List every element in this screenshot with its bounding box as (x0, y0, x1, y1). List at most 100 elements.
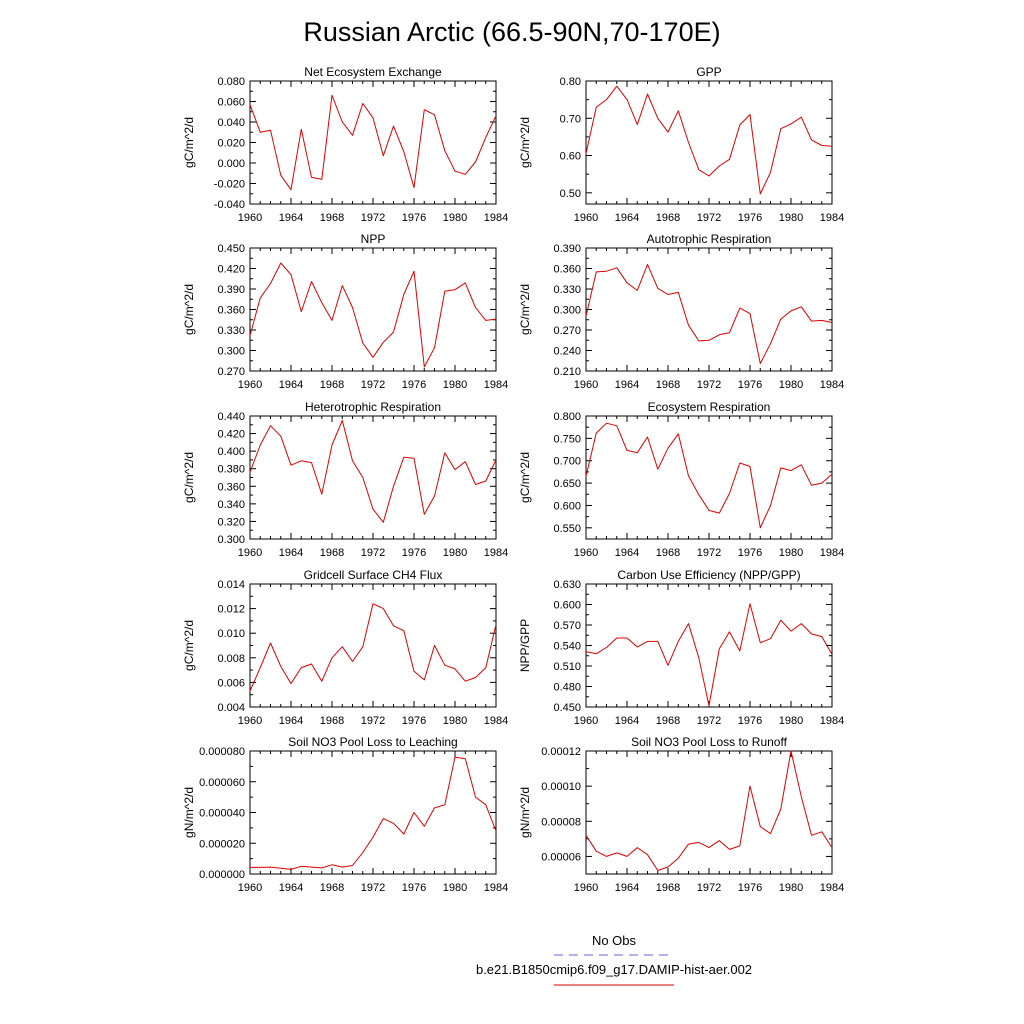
heterotrophic-respiration-x-tick-label: 1980 (443, 547, 467, 559)
soil-no3-pool-loss-to-leaching-y-axis-label: gN/m^2/d (182, 787, 196, 838)
carbon-use-efficiency-npp-gpp-y-axis-label: NPP/GPP (518, 619, 532, 672)
net-ecosystem-exchange-x-tick-label: 1972 (361, 212, 385, 224)
npp-x-tick-label: 1960 (238, 379, 262, 391)
autotrophic-respiration-x-tick-label: 1984 (820, 379, 844, 391)
carbon-use-efficiency-npp-gpp-x-tick-label: 1976 (738, 715, 762, 727)
soil-no3-pool-loss-to-leaching-x-tick-label: 1968 (320, 882, 344, 894)
carbon-use-efficiency-npp-gpp-y-tick-label: 0.450 (553, 702, 581, 714)
soil-no3-pool-loss-to-leaching-x-tick-label: 1972 (361, 882, 385, 894)
npp-y-tick-label: 0.390 (217, 284, 245, 296)
soil-no3-pool-loss-to-runoff-y-tick-label: 0.00006 (541, 851, 581, 863)
gridcell-surface-ch4-flux-x-tick-label: 1964 (279, 715, 303, 727)
ecosystem-respiration-y-tick-label: 0.750 (553, 433, 581, 445)
npp-y-tick-label: 0.450 (217, 243, 245, 255)
gridcell-surface-ch4-flux-x-tick-label: 1976 (402, 715, 426, 727)
heterotrophic-respiration-x-tick-label: 1964 (279, 547, 303, 559)
ecosystem-respiration-x-tick-label: 1980 (779, 547, 803, 559)
gridcell-surface-ch4-flux-plot-frame (249, 583, 497, 708)
soil-no3-pool-loss-to-leaching-y-tick-label: 0.000000 (199, 869, 245, 881)
gpp-y-tick-label: 0.80 (560, 76, 581, 88)
net-ecosystem-exchange-y-tick-label: 0.040 (217, 117, 245, 129)
gridcell-surface-ch4-flux-x-tick-label: 1984 (484, 715, 508, 727)
npp-x-tick-label: 1968 (320, 379, 344, 391)
autotrophic-respiration-y-tick-label: 0.300 (553, 305, 581, 317)
legend-label-model-run: b.e21.B1850cmip6.f09_g17.DAMIP-hist-aer.… (476, 962, 752, 977)
soil-no3-pool-loss-to-leaching-plot-frame (249, 750, 497, 875)
npp-title: NPP (361, 232, 386, 246)
soil-no3-pool-loss-to-runoff-y-tick-label: 0.00008 (541, 816, 581, 828)
soil-no3-pool-loss-to-runoff-y-tick-label: 0.00012 (541, 746, 581, 758)
soil-no3-pool-loss-to-runoff-x-tick-label: 1964 (615, 882, 639, 894)
gridcell-surface-ch4-flux-x-tick-label: 1972 (361, 715, 385, 727)
ecosystem-respiration-y-tick-label: 0.800 (553, 411, 581, 423)
soil-no3-pool-loss-to-leaching-title: Soil NO3 Pool Loss to Leaching (288, 735, 457, 749)
heterotrophic-respiration-y-tick-label: 0.400 (217, 446, 245, 458)
soil-no3-pool-loss-to-runoff-x-tick-label: 1984 (820, 882, 844, 894)
autotrophic-respiration-x-tick-label: 1964 (615, 379, 639, 391)
gpp-x-tick-label: 1960 (574, 212, 598, 224)
npp-y-tick-label: 0.360 (217, 305, 245, 317)
soil-no3-pool-loss-to-leaching-x-tick-label: 1960 (238, 882, 262, 894)
net-ecosystem-exchange-y-tick-label: 0.000 (217, 158, 245, 170)
soil-no3-pool-loss-to-leaching-y-tick-label: 0.000060 (199, 777, 245, 789)
npp-x-tick-label: 1976 (402, 379, 426, 391)
npp-x-tick-label: 1984 (484, 379, 508, 391)
gpp-y-tick-label: 0.60 (560, 151, 581, 163)
npp-y-tick-label: 0.300 (217, 346, 245, 358)
gpp-y-tick-label: 0.50 (560, 188, 581, 200)
ecosystem-respiration-x-tick-label: 1964 (615, 547, 639, 559)
gridcell-surface-ch4-flux-y-tick-label: 0.012 (217, 604, 245, 616)
gpp-series-line-0 (585, 85, 833, 195)
net-ecosystem-exchange-plot-frame (249, 80, 497, 205)
gridcell-surface-ch4-flux-y-tick-label: 0.010 (217, 628, 245, 640)
carbon-use-efficiency-npp-gpp-title: Carbon Use Efficiency (NPP/GPP) (617, 568, 800, 582)
panel-ecosystem-respiration: Ecosystem Respiration gC/m^2/d 1960 1964 196… (518, 400, 844, 559)
carbon-use-efficiency-npp-gpp-y-tick-label: 0.510 (553, 661, 581, 673)
autotrophic-respiration-y-tick-label: 0.360 (553, 264, 581, 276)
net-ecosystem-exchange-y-tick-label: 0.020 (217, 138, 245, 150)
net-ecosystem-exchange-x-tick-label: 1968 (320, 212, 344, 224)
npp-y-tick-label: 0.330 (217, 325, 245, 337)
heterotrophic-respiration-x-tick-label: 1960 (238, 547, 262, 559)
autotrophic-respiration-x-tick-label: 1960 (574, 379, 598, 391)
ecosystem-respiration-y-tick-label: 0.700 (553, 456, 581, 468)
gridcell-surface-ch4-flux-y-tick-label: 0.008 (217, 653, 245, 665)
heterotrophic-respiration-x-tick-label: 1968 (320, 547, 344, 559)
net-ecosystem-exchange-x-tick-label: 1964 (279, 212, 303, 224)
soil-no3-pool-loss-to-leaching-y-tick-label: 0.000020 (199, 838, 245, 850)
npp-y-tick-label: 0.270 (217, 366, 245, 378)
gridcell-surface-ch4-flux-y-axis-label: gC/m^2/d (182, 620, 196, 671)
carbon-use-efficiency-npp-gpp-x-tick-label: 1964 (615, 715, 639, 727)
soil-no3-pool-loss-to-runoff-title: Soil NO3 Pool Loss to Runoff (631, 735, 788, 749)
heterotrophic-respiration-x-tick-label: 1976 (402, 547, 426, 559)
heterotrophic-respiration-title: Heterotrophic Respiration (305, 400, 441, 414)
net-ecosystem-exchange-y-tick-label: -0.020 (214, 179, 245, 191)
net-ecosystem-exchange-y-tick-label: 0.080 (217, 76, 245, 88)
ecosystem-respiration-y-tick-label: 0.550 (553, 523, 581, 535)
ecosystem-respiration-y-axis-label: gC/m^2/d (518, 452, 532, 503)
soil-no3-pool-loss-to-leaching-x-tick-label: 1976 (402, 882, 426, 894)
heterotrophic-respiration-x-tick-label: 1972 (361, 547, 385, 559)
gridcell-surface-ch4-flux-x-tick-label: 1960 (238, 715, 262, 727)
autotrophic-respiration-x-tick-label: 1968 (656, 379, 680, 391)
autotrophic-respiration-x-tick-label: 1980 (779, 379, 803, 391)
panel-grid: Net Ecosystem Exchange gC/m^2/d 1960 1964 19… (182, 65, 844, 894)
heterotrophic-respiration-y-tick-label: 0.300 (217, 534, 245, 546)
soil-no3-pool-loss-to-runoff-series-line-0 (585, 750, 833, 871)
carbon-use-efficiency-npp-gpp-x-tick-label: 1960 (574, 715, 598, 727)
soil-no3-pool-loss-to-runoff-x-tick-label: 1980 (779, 882, 803, 894)
ecosystem-respiration-y-tick-label: 0.600 (553, 500, 581, 512)
heterotrophic-respiration-y-tick-label: 0.360 (217, 481, 245, 493)
gpp-x-tick-label: 1968 (656, 212, 680, 224)
net-ecosystem-exchange-x-tick-label: 1980 (443, 212, 467, 224)
autotrophic-respiration-y-tick-label: 0.390 (553, 243, 581, 255)
soil-no3-pool-loss-to-runoff-x-tick-label: 1968 (656, 882, 680, 894)
autotrophic-respiration-y-tick-label: 0.210 (553, 366, 581, 378)
carbon-use-efficiency-npp-gpp-y-tick-label: 0.600 (553, 600, 581, 612)
soil-no3-pool-loss-to-leaching-y-tick-label: 0.000080 (199, 746, 245, 758)
soil-no3-pool-loss-to-runoff-x-tick-label: 1972 (697, 882, 721, 894)
panel-soil-no3-pool-loss-to-runoff: Soil NO3 Pool Loss to Runoff gN/m^2/d 1960… (518, 735, 844, 894)
gpp-plot-frame (585, 80, 833, 205)
carbon-use-efficiency-npp-gpp-y-tick-label: 0.540 (553, 641, 581, 653)
